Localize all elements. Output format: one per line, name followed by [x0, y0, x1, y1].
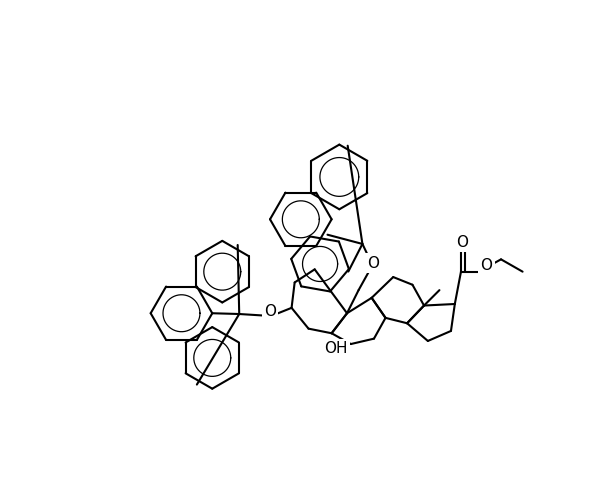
- Text: OH: OH: [323, 341, 347, 356]
- Text: O: O: [367, 256, 379, 271]
- Text: O: O: [264, 304, 276, 319]
- Text: O: O: [457, 235, 469, 250]
- Text: O: O: [480, 258, 492, 273]
